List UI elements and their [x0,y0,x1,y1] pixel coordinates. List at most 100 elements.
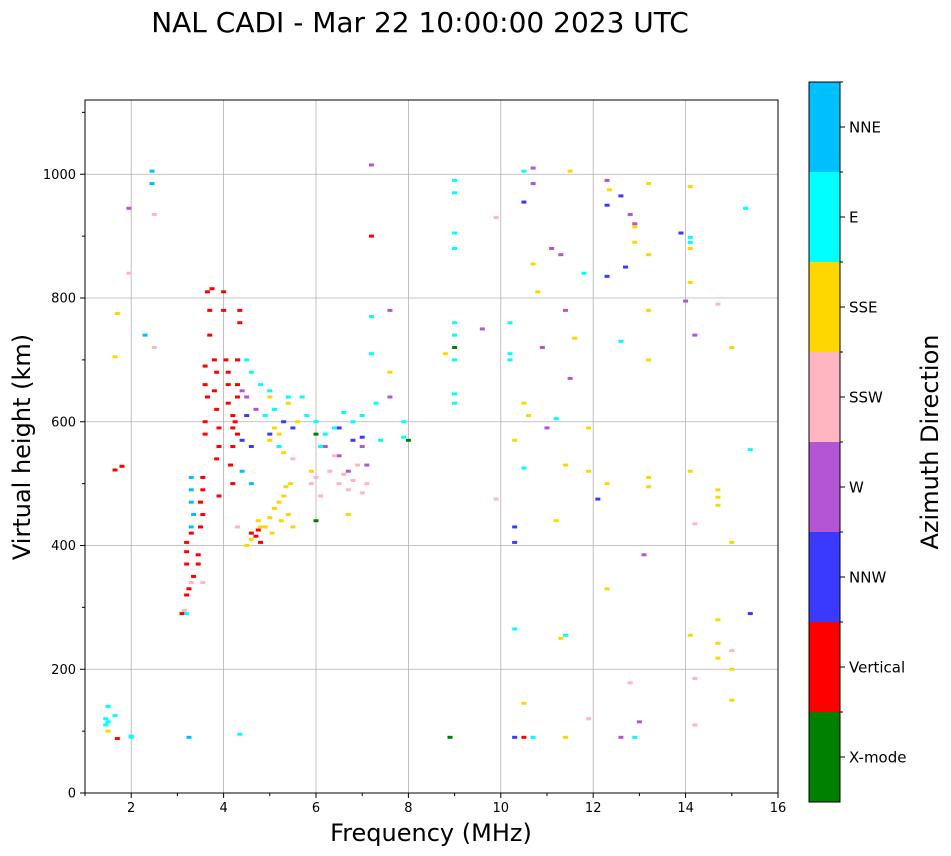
point-vertical [214,457,220,461]
point-nnw [267,432,273,436]
point-ssw [234,525,240,529]
point-e [262,414,268,418]
point-sse [646,475,652,479]
point-sse [112,355,118,359]
point-sse [267,395,273,399]
x-tick-label: 4 [219,801,227,816]
y-tick-label: 200 [51,663,76,678]
point-sse [715,656,721,660]
point-sse [267,516,273,520]
y-tick-label: 0 [68,787,76,802]
point-vertical [230,426,236,430]
point-vertical [216,445,222,448]
colorbar-tick-label: SSW [849,389,883,407]
point-sse [285,401,291,405]
colorbar-frame [808,81,841,803]
point-e [350,420,356,424]
colorbar-swatch [809,82,840,172]
point-sse [687,185,693,189]
point-w [562,308,568,312]
point-sse [646,308,652,312]
point-e [271,407,277,411]
point-sse [729,346,735,349]
point-vertical [112,468,118,472]
point-nne [142,333,148,337]
colorbar-tick-label: NNW [849,569,886,587]
point-sse [687,247,693,250]
point-sse [285,513,291,517]
point-e [553,417,559,421]
point-ssw [341,472,347,476]
point-sse [646,358,652,362]
point-e [687,240,693,244]
point-ssw [313,475,319,479]
point-vertical [225,370,231,374]
point-e [105,704,111,708]
colorbar-swatch [809,352,840,442]
point-vertical [368,234,374,238]
point-w [345,469,351,473]
point-ssw [151,346,157,349]
point-vertical [184,593,190,597]
x-tick-label: 8 [404,801,412,816]
point-vertical [234,395,240,399]
point-vertical [521,735,527,739]
point-e [322,432,328,436]
point-vertical [200,513,206,517]
y-tick-label: 400 [51,539,76,554]
point-sse [258,525,264,529]
point-vertical [228,463,234,467]
colorbar-swatch [809,262,840,352]
point-w [364,463,370,467]
point-w [604,178,610,182]
x-tick-label: 10 [493,801,510,816]
point-ssw [586,717,592,721]
point-sse [715,618,721,622]
point-vertical [258,540,264,544]
point-w [618,735,624,739]
point-sse [244,544,250,547]
point-vertical [198,525,203,529]
point-e [318,445,324,448]
point-sse [278,519,284,523]
point-vertical [237,321,243,325]
point-ssw [692,522,698,526]
point-sse [521,401,527,405]
point-vertical [207,308,213,312]
point-ssw [327,469,333,473]
point-sse [586,426,592,430]
chart-title: NAL CADI - Mar 22 10:00:00 2023 UTC [151,6,689,39]
point-w [683,299,689,303]
point-w [322,445,328,448]
point-w [544,426,550,430]
point-ssw [308,482,314,486]
point-w [530,182,536,186]
colorbar-tick-label: X-mode [849,749,906,767]
point-e [521,169,527,173]
point-e [105,720,111,724]
point-vertical [200,475,206,479]
point-sse [262,525,268,529]
point-vertical [119,464,125,468]
point-vertical [237,308,243,312]
point-e [452,178,458,182]
colorbar-tick-label: W [849,479,864,497]
point-vertical [200,488,206,492]
point-w [126,206,132,210]
point-sse [267,438,273,442]
point-e [244,358,250,362]
point-e [562,633,568,637]
point-sse [248,537,254,541]
point-vertical [202,383,208,387]
point-sse [604,482,610,486]
point-sse [308,469,314,473]
point-nne [188,500,194,504]
point-ssw [345,488,351,492]
point-sse [606,188,612,192]
point-sse [512,438,518,442]
point-e [507,321,513,325]
point-vertical [234,432,240,436]
point-vertical [230,414,236,418]
x-tick-label: 6 [312,801,320,816]
point-sse [715,641,721,645]
